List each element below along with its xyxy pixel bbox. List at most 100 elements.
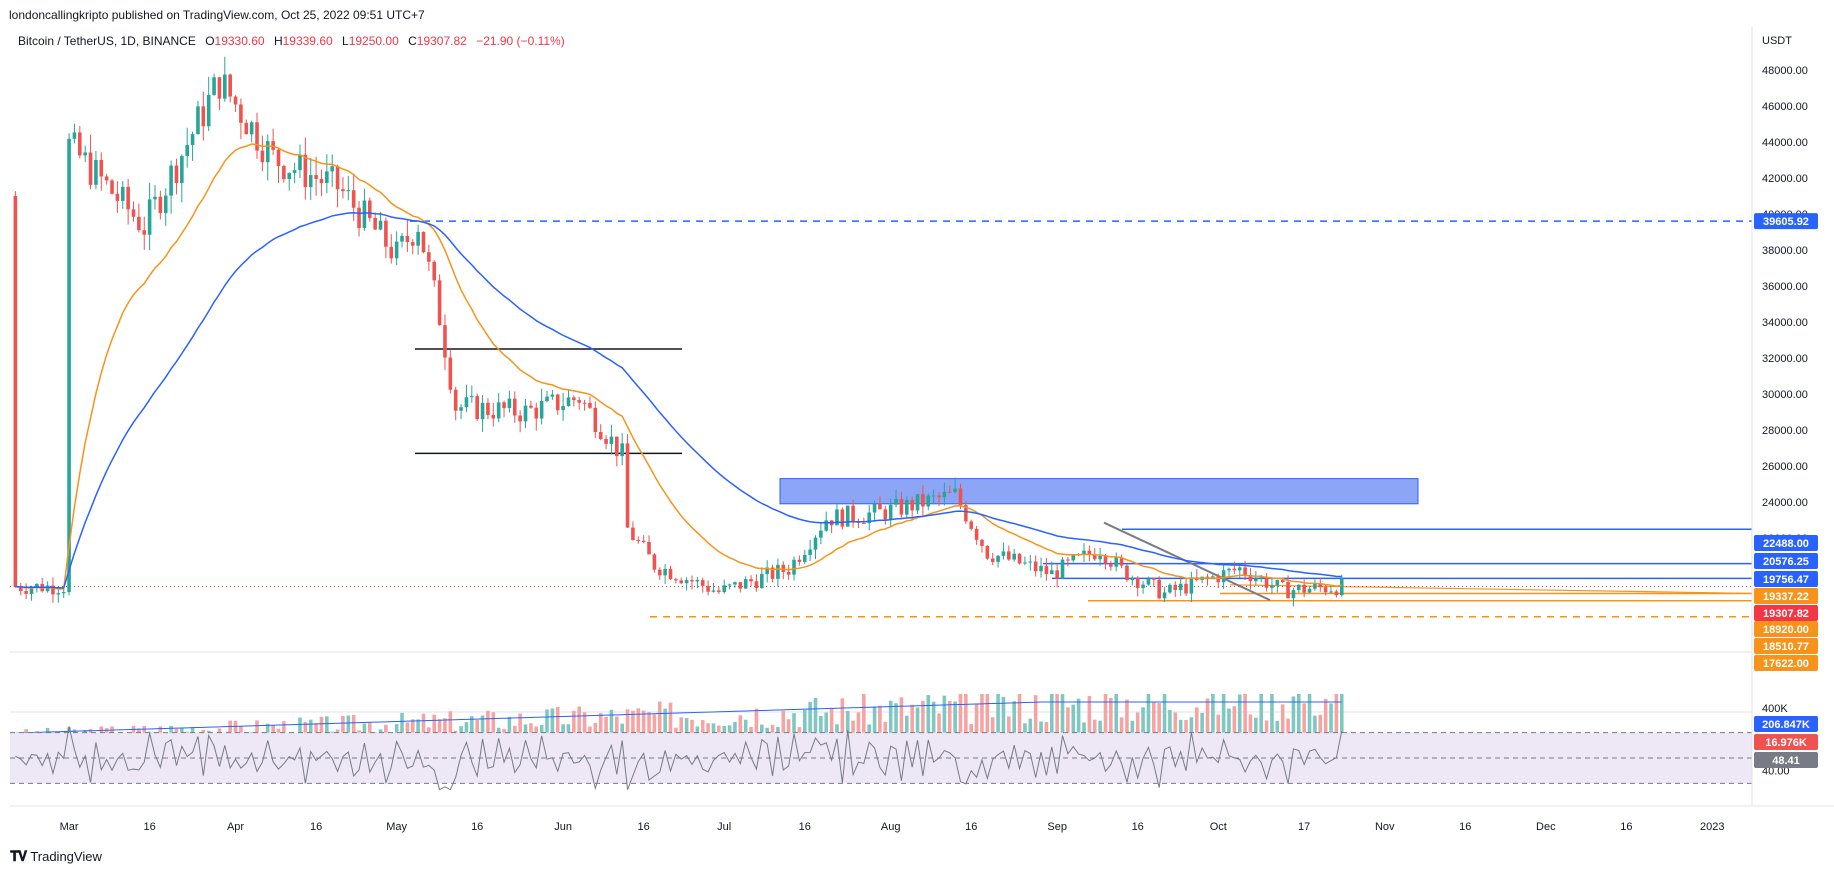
volume-bar: [883, 721, 888, 742]
time-tick-label: Oct: [1210, 821, 1227, 833]
candle-body: [776, 564, 780, 579]
candle-body: [464, 397, 469, 408]
candle-body: [545, 396, 549, 401]
volume-bar: [1307, 694, 1312, 742]
time-tick-label: 16: [143, 821, 155, 833]
volume-bar: [743, 719, 748, 742]
volume-bar: [470, 716, 474, 742]
volume-bar: [910, 704, 914, 742]
volume-bar: [647, 712, 651, 742]
candle-body: [593, 407, 598, 433]
volume-bar: [604, 716, 608, 742]
price-tick-label: 24000.00: [1762, 497, 1808, 509]
volume-bar: [1205, 698, 1210, 742]
candle-body: [201, 106, 206, 127]
candle-body: [405, 235, 410, 243]
time-tick-label: 16: [965, 821, 977, 833]
candle-body: [824, 520, 829, 531]
candle-body: [51, 585, 55, 595]
candle-body: [410, 242, 415, 246]
rsi-tag: [1754, 752, 1818, 769]
candle-body: [706, 585, 710, 592]
volume-bar: [303, 722, 308, 742]
volume-bar: [700, 720, 705, 742]
candle-body: [770, 567, 775, 579]
candle-body: [239, 104, 243, 123]
candle-body: [212, 77, 216, 95]
candle-body: [813, 537, 818, 550]
volume-bar: [400, 712, 404, 742]
candle-body: [137, 216, 141, 231]
volume-bar: [550, 708, 555, 742]
candle-body: [534, 407, 539, 419]
candle-body: [400, 235, 404, 242]
candle-body: [384, 220, 388, 247]
volume-bar: [1055, 694, 1059, 742]
candle-body: [958, 488, 963, 506]
candle-body: [1339, 578, 1344, 596]
supply-zone: [779, 478, 1419, 505]
candle-body: [760, 574, 764, 588]
price-tag: [1754, 535, 1818, 551]
candle-body: [947, 491, 952, 493]
ema-slow-line: [15, 212, 1342, 589]
candle-body: [1125, 565, 1129, 581]
candle-body: [502, 402, 506, 409]
candle-body: [303, 154, 308, 188]
volume-tag-label: 16.976K: [1765, 737, 1807, 749]
volume-bar: [985, 694, 990, 742]
price-tick-label: 26000.00: [1762, 461, 1808, 473]
candle-body: [147, 199, 152, 235]
candle-body: [931, 495, 936, 497]
orange-line-1: [1229, 584, 1753, 595]
volume-bar: [733, 721, 737, 742]
candle-body: [974, 528, 979, 540]
volume-bar: [1033, 695, 1038, 742]
ema-fast-line: [15, 143, 1342, 590]
candle-body: [1275, 580, 1280, 586]
candle-body: [851, 505, 855, 522]
candle-body: [437, 280, 442, 326]
price-tag-label: 17622.00: [1763, 658, 1809, 670]
candle-body: [104, 176, 109, 181]
volume-bar: [652, 714, 657, 742]
candle-body: [1307, 588, 1312, 593]
candle-body: [180, 155, 184, 184]
price-tag-label: 39605.92: [1763, 216, 1809, 228]
candle-body: [1216, 576, 1221, 583]
candle-body: [1323, 587, 1328, 593]
volume-bar: [894, 703, 898, 742]
candle-body: [679, 580, 684, 584]
low-label: L: [342, 34, 349, 48]
volume-bar: [862, 694, 866, 742]
tradingview-logo-icon: 𝐓𝐕: [10, 848, 27, 864]
volume-bar: [1103, 694, 1108, 742]
volume-bar: [1259, 694, 1264, 742]
candle-body: [711, 590, 716, 592]
price-tick-label: 48000.00: [1762, 65, 1808, 77]
candle-body: [835, 509, 839, 526]
volume-bar: [1007, 716, 1011, 742]
time-tick-label: Nov: [1375, 821, 1395, 833]
candle-body: [1103, 555, 1108, 564]
volume-bar: [813, 697, 818, 742]
candle-body: [700, 579, 705, 586]
volume-bar: [953, 701, 957, 742]
candle-body: [690, 580, 694, 582]
rsi-tick-label: 40.00: [1762, 766, 1790, 778]
volume-bar: [899, 697, 904, 742]
candle-body: [867, 512, 871, 523]
volume-bar: [641, 710, 646, 742]
candle-body: [185, 145, 190, 156]
candle-body: [196, 106, 200, 135]
candle-body: [351, 190, 356, 208]
candle-body: [287, 172, 292, 180]
candle-body: [1001, 551, 1006, 556]
volume-bar: [958, 694, 963, 742]
candle-body: [169, 165, 173, 196]
tradingview-brand: 𝐓𝐕 TradingView: [10, 848, 102, 865]
candle-body: [1297, 584, 1301, 591]
candle-body: [1049, 570, 1054, 575]
candle-body: [255, 122, 259, 151]
